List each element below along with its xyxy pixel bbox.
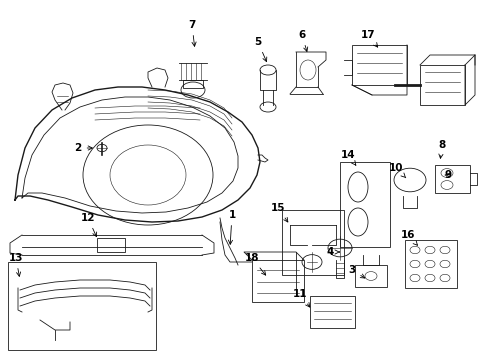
Bar (97, 238, 125, 252)
Text: 17: 17 (360, 30, 377, 47)
Bar (309, 296, 354, 328)
Text: 7: 7 (188, 20, 196, 46)
Text: 12: 12 (81, 213, 97, 237)
Text: 1: 1 (228, 210, 235, 244)
Text: 2: 2 (74, 143, 92, 153)
Bar (354, 265, 386, 287)
Text: 6: 6 (298, 30, 307, 51)
Text: 14: 14 (340, 150, 355, 165)
Text: 11: 11 (292, 289, 309, 307)
Text: 5: 5 (254, 37, 266, 62)
Bar (183, 80, 203, 88)
Text: 15: 15 (270, 203, 287, 222)
Bar (282, 210, 343, 275)
Text: 16: 16 (400, 230, 417, 245)
Text: 9: 9 (444, 170, 450, 180)
Bar (404, 240, 456, 288)
Text: 3: 3 (347, 265, 364, 278)
Bar (8, 262, 156, 350)
Bar (339, 162, 389, 247)
Text: 18: 18 (244, 253, 265, 275)
Bar (251, 260, 304, 302)
Bar (419, 65, 464, 105)
Bar (434, 165, 469, 193)
Text: 8: 8 (437, 140, 445, 158)
Text: 10: 10 (388, 163, 405, 178)
Bar (351, 45, 406, 85)
Text: 13: 13 (9, 253, 23, 276)
Text: 4: 4 (325, 247, 339, 257)
